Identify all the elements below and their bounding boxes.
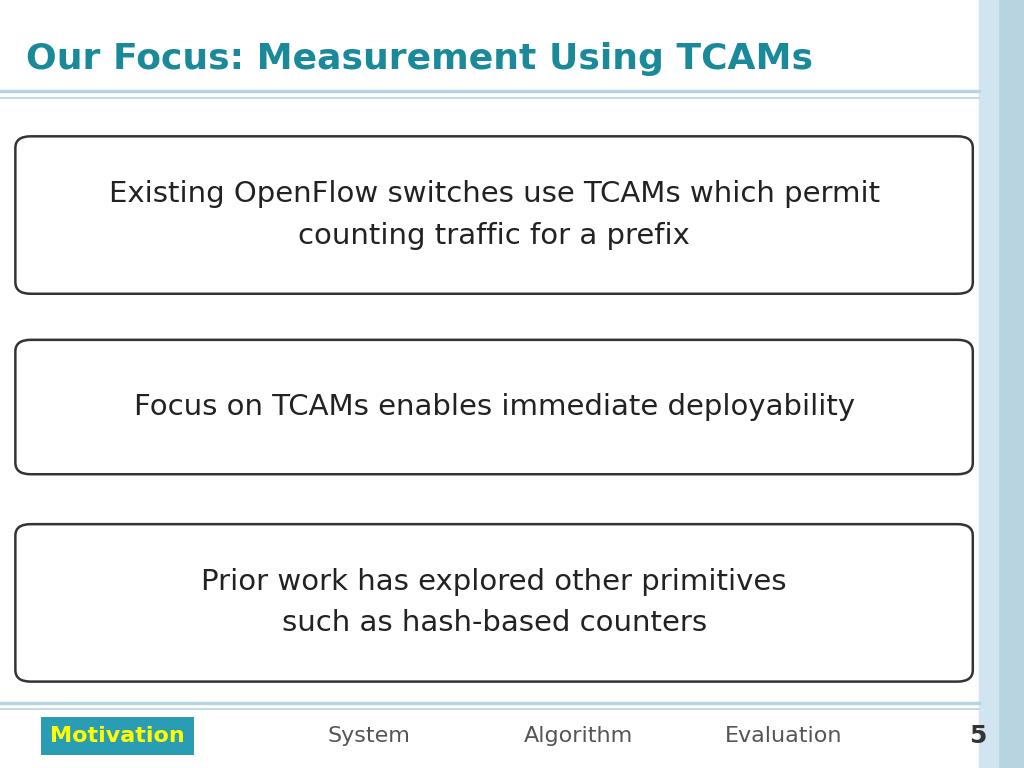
Text: Our Focus: Measurement Using TCAMs: Our Focus: Measurement Using TCAMs — [26, 42, 813, 76]
Text: Existing OpenFlow switches use TCAMs which permit
counting traffic for a prefix: Existing OpenFlow switches use TCAMs whi… — [109, 180, 880, 250]
Bar — [979, 0, 998, 768]
Text: Motivation: Motivation — [50, 726, 185, 746]
Text: 5: 5 — [970, 723, 986, 748]
Text: Prior work has explored other primitives
such as hash-based counters: Prior work has explored other primitives… — [202, 568, 786, 637]
Text: Evaluation: Evaluation — [725, 726, 842, 746]
Text: System: System — [328, 726, 410, 746]
Text: Algorithm: Algorithm — [524, 726, 633, 746]
FancyBboxPatch shape — [15, 524, 973, 682]
FancyBboxPatch shape — [15, 340, 973, 475]
FancyBboxPatch shape — [15, 137, 973, 294]
Text: Focus on TCAMs enables immediate deployability: Focus on TCAMs enables immediate deploya… — [133, 393, 855, 421]
Bar — [998, 0, 1024, 768]
